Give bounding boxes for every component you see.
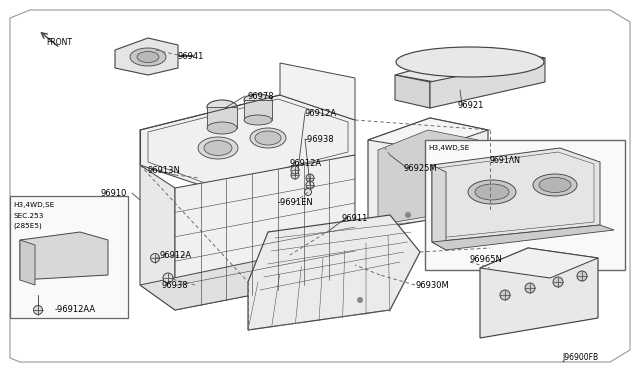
Circle shape [163,273,173,283]
Polygon shape [480,248,598,338]
Polygon shape [432,148,600,242]
Circle shape [306,174,314,182]
Text: 96910: 96910 [100,189,126,198]
Text: -96938: -96938 [305,135,335,144]
Text: -96912AA: -96912AA [55,305,96,314]
Ellipse shape [244,94,272,106]
Polygon shape [140,248,355,310]
Polygon shape [368,118,488,150]
Circle shape [577,271,587,281]
Polygon shape [175,155,355,310]
Circle shape [305,189,312,196]
Polygon shape [430,58,545,108]
Polygon shape [280,63,355,120]
Polygon shape [140,165,175,310]
Text: 96912A: 96912A [160,250,192,260]
Polygon shape [207,107,237,128]
Ellipse shape [137,51,159,62]
Polygon shape [395,75,430,108]
Polygon shape [368,118,488,230]
Polygon shape [10,10,630,362]
Text: 96965N: 96965N [470,256,503,264]
Polygon shape [395,48,545,90]
Circle shape [291,166,299,174]
Text: FRONT: FRONT [46,38,72,46]
Polygon shape [20,240,35,285]
Text: (285E5): (285E5) [13,223,42,229]
Polygon shape [20,232,108,280]
Ellipse shape [204,141,232,155]
Polygon shape [115,38,178,75]
Ellipse shape [396,47,544,77]
Circle shape [150,253,159,263]
Polygon shape [378,130,478,225]
Circle shape [500,290,510,300]
Circle shape [33,305,42,314]
Text: SEC.253: SEC.253 [13,213,44,219]
Polygon shape [480,248,598,278]
Text: 96941: 96941 [178,51,204,61]
Text: H3,4WD,SE: H3,4WD,SE [428,145,469,151]
FancyBboxPatch shape [10,196,128,318]
Circle shape [358,298,362,302]
Circle shape [553,277,563,287]
Ellipse shape [475,184,509,200]
Text: 96912A: 96912A [290,158,322,167]
Text: 96912A: 96912A [305,109,337,118]
Text: 96925M: 96925M [404,164,438,173]
Ellipse shape [198,137,238,159]
Text: 96921: 96921 [458,100,484,109]
Text: 96978: 96978 [247,92,274,100]
Text: J96900FB: J96900FB [562,353,598,362]
Polygon shape [432,225,614,250]
Text: 96913N: 96913N [148,166,181,174]
Text: 96911: 96911 [342,214,369,222]
Polygon shape [432,165,446,250]
Circle shape [291,171,299,179]
Text: -9691EN: -9691EN [278,198,314,206]
Ellipse shape [533,174,577,196]
Polygon shape [248,215,420,330]
Ellipse shape [255,131,281,145]
Polygon shape [244,100,272,120]
Polygon shape [140,95,355,190]
Circle shape [306,181,314,189]
Text: 96938: 96938 [162,280,189,289]
Ellipse shape [207,122,237,134]
Circle shape [406,212,410,218]
Ellipse shape [250,128,286,148]
Text: H3,4WD,SE: H3,4WD,SE [13,202,54,208]
Circle shape [525,283,535,293]
Ellipse shape [207,100,237,114]
Text: 9691ΛN: 9691ΛN [490,155,521,164]
Ellipse shape [468,180,516,204]
Text: 96930M: 96930M [416,280,450,289]
Ellipse shape [539,177,571,192]
Ellipse shape [130,48,166,66]
FancyBboxPatch shape [425,140,625,270]
Ellipse shape [244,115,272,125]
